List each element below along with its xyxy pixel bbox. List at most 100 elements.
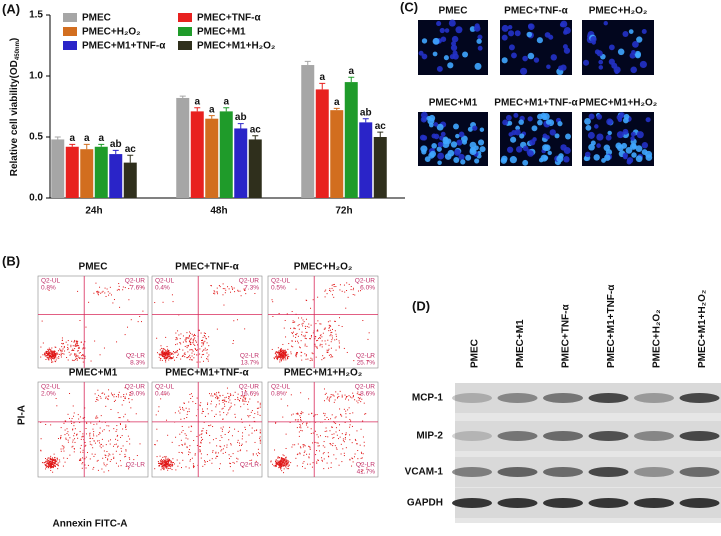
event-dot	[215, 406, 216, 407]
event-dot	[282, 357, 283, 358]
event-dot	[229, 400, 230, 401]
event-dot	[310, 360, 311, 361]
event-dot	[307, 332, 308, 333]
event-dot	[240, 449, 241, 450]
quadrant-percent: 6.0%	[360, 285, 375, 292]
event-dot	[165, 352, 166, 353]
event-dot	[60, 437, 61, 438]
event-dot	[74, 433, 75, 434]
event-dot	[302, 324, 303, 325]
event-dot	[104, 472, 105, 473]
event-dot	[350, 396, 351, 397]
event-dot	[167, 435, 168, 436]
event-dot	[285, 354, 286, 355]
event-dot	[324, 458, 325, 459]
event-dot	[339, 340, 340, 341]
event-dot	[58, 358, 59, 359]
event-dot	[97, 390, 98, 391]
event-dot	[295, 337, 296, 338]
event-dot	[206, 433, 207, 434]
event-dot	[338, 325, 339, 326]
event-dot	[285, 320, 286, 321]
event-dot	[101, 415, 102, 416]
nucleus	[515, 30, 521, 36]
event-dot	[200, 402, 201, 403]
event-dot	[296, 352, 297, 353]
nucleus	[459, 132, 465, 138]
event-dot	[202, 439, 203, 440]
event-dot	[283, 359, 284, 360]
event-dot	[357, 402, 358, 403]
event-dot	[234, 429, 235, 430]
event-dot	[252, 428, 253, 429]
significance-label: a	[319, 72, 325, 83]
event-dot	[164, 465, 165, 466]
nucleus	[631, 50, 636, 55]
event-dot	[260, 441, 261, 442]
event-dot	[282, 463, 283, 464]
event-dot	[51, 464, 52, 465]
event-dot	[54, 357, 55, 358]
event-dot	[105, 455, 106, 456]
event-dot	[306, 424, 307, 425]
event-dot	[309, 446, 310, 447]
event-dot	[52, 463, 53, 464]
event-dot	[206, 350, 207, 351]
event-dot	[216, 438, 217, 439]
event-dot	[183, 335, 184, 336]
event-dot	[278, 461, 279, 462]
event-dot	[47, 463, 48, 464]
nucleus	[527, 32, 533, 38]
event-dot	[100, 428, 101, 429]
event-dot	[50, 456, 51, 457]
event-dot	[208, 336, 209, 337]
event-dot	[304, 444, 305, 445]
event-dot	[284, 357, 285, 358]
event-dot	[165, 457, 166, 458]
event-dot	[279, 463, 280, 464]
event-dot	[342, 433, 343, 434]
event-dot	[306, 354, 307, 355]
event-dot	[185, 443, 186, 444]
event-dot	[281, 353, 282, 354]
event-dot	[330, 418, 331, 419]
nucleus	[448, 150, 455, 157]
event-dot	[98, 294, 99, 295]
event-dot	[332, 434, 333, 435]
event-dot	[224, 406, 225, 407]
event-dot	[217, 288, 218, 289]
event-dot	[305, 326, 306, 327]
event-dot	[334, 339, 335, 340]
event-dot	[97, 292, 98, 293]
event-dot	[78, 357, 79, 358]
event-dot	[334, 422, 335, 423]
event-dot	[344, 441, 345, 442]
event-dot	[206, 338, 207, 339]
quadrant-percent: 0.8%	[41, 285, 56, 292]
event-dot	[100, 354, 101, 355]
event-dot	[214, 394, 215, 395]
event-dot	[63, 448, 64, 449]
event-dot	[128, 288, 129, 289]
event-dot	[295, 419, 296, 420]
blot-band	[543, 393, 583, 403]
event-dot	[331, 355, 332, 356]
event-dot	[80, 448, 81, 449]
event-dot	[312, 442, 313, 443]
event-dot	[287, 468, 288, 469]
event-dot	[162, 360, 163, 361]
nucleus	[480, 146, 486, 152]
event-dot	[231, 403, 232, 404]
event-dot	[112, 302, 113, 303]
quadrant-percent: 7.3%	[244, 285, 259, 292]
event-dot	[287, 460, 288, 461]
event-dot	[179, 349, 180, 350]
event-dot	[302, 466, 303, 467]
event-dot	[79, 320, 80, 321]
event-dot	[140, 443, 141, 444]
nucleus	[590, 36, 596, 42]
event-dot	[303, 319, 304, 320]
event-dot	[167, 349, 168, 350]
event-dot	[188, 337, 189, 338]
event-dot	[205, 462, 206, 463]
